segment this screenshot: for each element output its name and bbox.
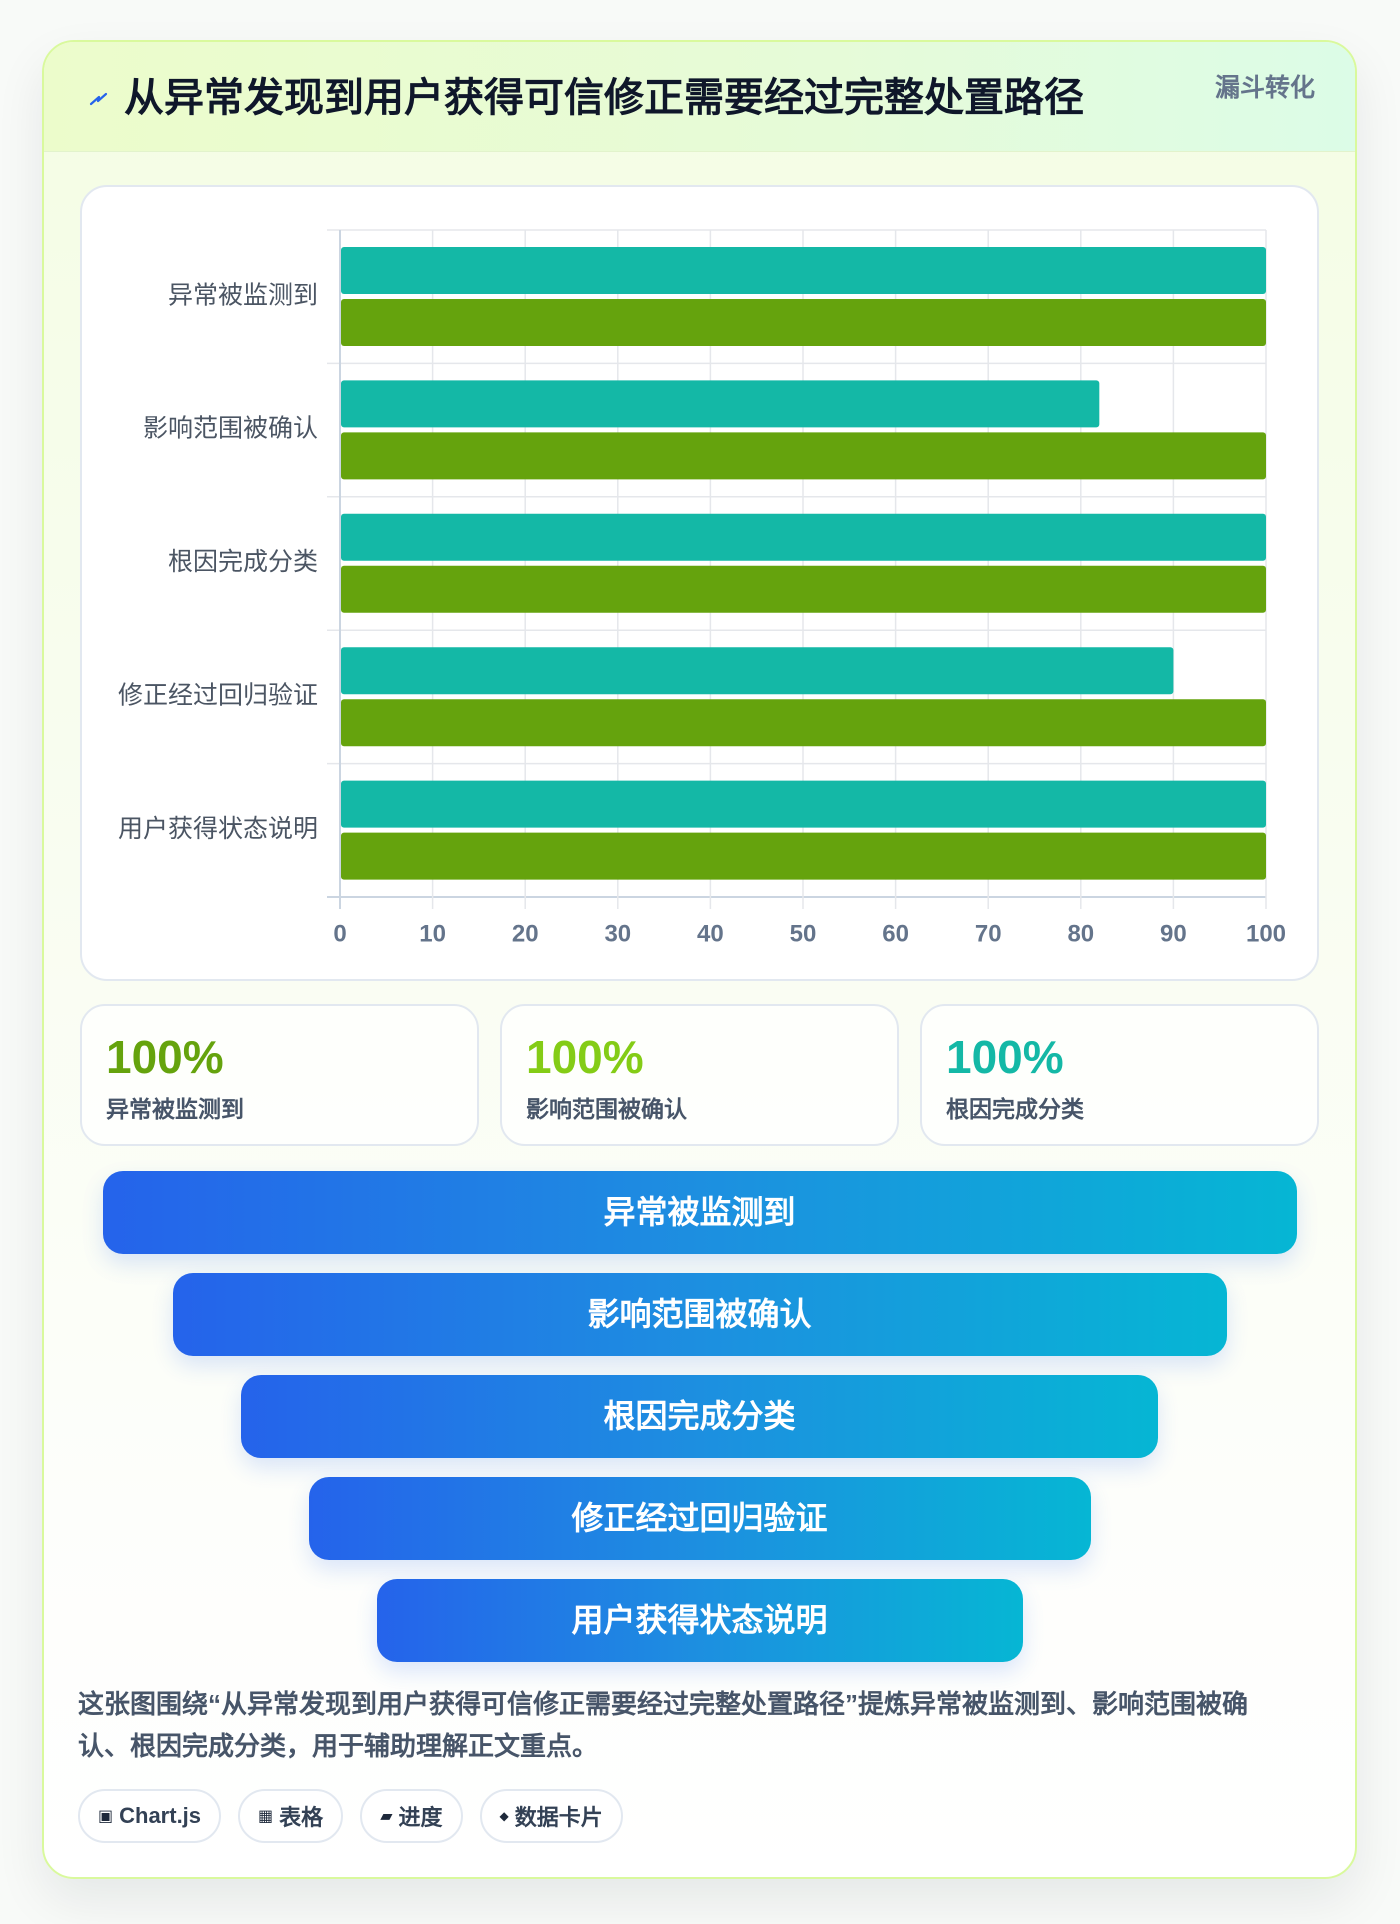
x-tick-label: 10 [419, 920, 446, 947]
description-text: 这张图围绕“从异常发现到用户获得可信修正需要经过完整处置路径”提炼异常被监测到、… [78, 1689, 1249, 1761]
card-header: 从异常发现到用户获得可信修正需要经过完整处置路径 漏斗转化 [44, 42, 1355, 152]
bar-s2-c5 [341, 832, 1266, 880]
tag-label: 数据卡片 [514, 1805, 603, 1830]
category-label: 异常被监测到 [168, 281, 318, 309]
stat-card: 100% 影响范围被确认 [500, 1004, 899, 1146]
funnel-stage: 用户获得状态说明 [376, 1579, 1023, 1662]
stat-value: 100% [946, 1031, 1064, 1083]
table-icon: ▦ [258, 1808, 274, 1825]
progress-icon: ▰ [380, 1808, 393, 1825]
tag-chartjs[interactable]: ▣ Chart.js [78, 1789, 222, 1843]
tag-label: Chart.js [119, 1803, 202, 1828]
stat-label: 异常被监测到 [106, 1096, 244, 1122]
bar-s2-c3 [341, 565, 1266, 613]
bar-chart-panel: 0 10 20 30 40 50 60 70 80 90 100 异常被监测到影响范围被确认根因完成分… [80, 185, 1319, 981]
stat-label: 根因完成分类 [946, 1096, 1084, 1122]
x-tick-label: 80 [1067, 920, 1094, 947]
x-tick-label: 100 [1246, 920, 1286, 947]
page-title: 从异常发现到用户获得可信修正需要经过完整处置路径 [124, 76, 1084, 120]
bar-s2-c2 [341, 432, 1266, 480]
funnel-stage: 异常被监测到 [102, 1171, 1297, 1254]
stat-label: 影响范围被确认 [526, 1096, 687, 1122]
funnel-stage: 修正经过回归验证 [308, 1477, 1091, 1560]
bar-s2-c4 [341, 699, 1266, 747]
x-tick-label: 20 [512, 920, 539, 947]
stat-value: 100% [106, 1031, 224, 1083]
x-tick-label: 40 [697, 920, 724, 947]
bar-chart: 0 10 20 30 40 50 60 70 80 90 100 异常被监测到影响范围被确认根因完成分… [118, 229, 1286, 947]
bar-s1-c3 [341, 513, 1266, 561]
bar-s1-c1 [341, 247, 1266, 294]
x-tick-label: 50 [790, 920, 817, 947]
bar-s2-c1 [341, 299, 1266, 346]
bar-s1-c5 [341, 780, 1266, 828]
funnel-stage: 影响范围被确认 [172, 1273, 1227, 1356]
x-tick-label: 30 [604, 920, 631, 947]
category-label: 影响范围被确认 [143, 415, 318, 443]
chart-type-badge: 漏斗转化 [1214, 74, 1315, 102]
funnel-stage: 根因完成分类 [241, 1375, 1158, 1458]
funnel-card: 从异常发现到用户获得可信修正需要经过完整处置路径 漏斗转化 0 10 20 30 40 5… [42, 40, 1357, 1879]
bar-s1-c2 [341, 380, 1100, 428]
tag-label: 表格 [279, 1805, 324, 1830]
stat-cards: 100% 异常被监测到 100% 影响范围被确认 100% 根因完成分类 [80, 1004, 1319, 1146]
tag-label: 进度 [398, 1805, 443, 1830]
category-label: 用户获得状态说明 [118, 815, 318, 843]
tag-data-card[interactable]: ◆ 数据卡片 [479, 1789, 623, 1843]
category-label: 根因完成分类 [168, 548, 318, 576]
lightning-icon [89, 92, 108, 106]
data-card-icon: ◆ [499, 1809, 509, 1823]
x-tick-label: 90 [1160, 920, 1187, 947]
stat-card: 100% 异常被监测到 [80, 1004, 479, 1146]
stat-card: 100% 根因完成分类 [920, 1004, 1319, 1146]
tag-progress[interactable]: ▰ 进度 [360, 1789, 463, 1843]
tag-table[interactable]: ▦ 表格 [238, 1789, 344, 1843]
tag-list: ▣ Chart.js ▦ 表格 ▰ 进度 ◆ 数据卡片 [78, 1789, 623, 1843]
chart-icon: ▣ [98, 1808, 114, 1825]
category-label: 修正经过回归验证 [118, 682, 318, 710]
x-tick-label: 70 [975, 920, 1002, 947]
stat-value: 100% [526, 1031, 644, 1083]
bar-s1-c4 [341, 647, 1174, 695]
funnel-diagram: 异常被监测到 影响范围被确认 根因完成分类 修正经过回归验证 用户获得状态说明 [44, 1171, 1355, 1662]
x-tick-label: 60 [882, 920, 909, 947]
x-tick-label: 0 [333, 920, 346, 947]
